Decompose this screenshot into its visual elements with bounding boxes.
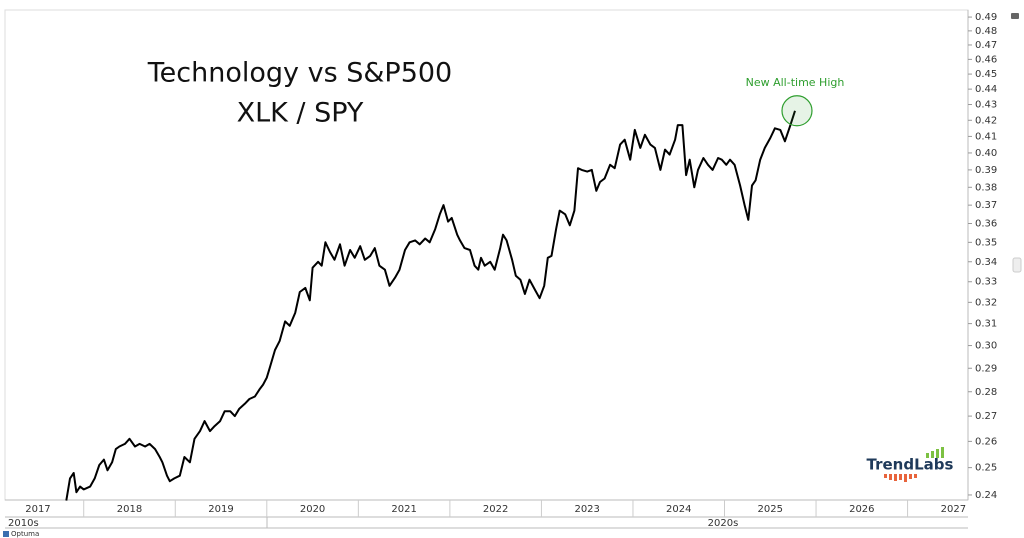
x-tick-label: 2020 bbox=[300, 504, 325, 515]
x-tick-label: 2023 bbox=[574, 504, 599, 515]
y-tick-label: 0.37 bbox=[975, 200, 997, 211]
y-tick-label: 0.27 bbox=[975, 411, 997, 422]
x-tick-label: 2017 bbox=[25, 504, 50, 515]
y-tick-label: 0.41 bbox=[975, 131, 997, 142]
chart-subtitle: XLK / SPY bbox=[237, 98, 364, 129]
y-tick-label: 0.45 bbox=[975, 69, 997, 80]
x-tick-label: 2018 bbox=[117, 504, 142, 515]
y-tick-label: 0.49 bbox=[975, 12, 997, 23]
y-tick-label: 0.28 bbox=[975, 387, 997, 398]
platform: Optuma bbox=[11, 530, 39, 538]
y-tick-label: 0.32 bbox=[975, 297, 997, 308]
platform-icon bbox=[3, 531, 9, 537]
y-tick-label: 0.26 bbox=[975, 436, 997, 447]
x-tick-label: 2025 bbox=[758, 504, 783, 515]
y-tick-label: 0.38 bbox=[975, 182, 997, 193]
decade-label: 2010s bbox=[8, 518, 39, 529]
series-line bbox=[65, 110, 796, 501]
y-tick-label: 0.43 bbox=[975, 100, 997, 111]
y-tick-label: 0.29 bbox=[975, 363, 997, 374]
x-tick-label: 2026 bbox=[849, 504, 874, 515]
y-tick-label: 0.35 bbox=[975, 237, 997, 248]
brand: TrendLabs bbox=[867, 456, 954, 474]
y-tick-label: 0.24 bbox=[975, 490, 997, 501]
y-tick-label: 0.25 bbox=[975, 463, 997, 474]
y-tick-label: 0.46 bbox=[975, 54, 997, 65]
y-tick-label: 0.39 bbox=[975, 165, 997, 176]
x-tick-label: 2027 bbox=[941, 504, 966, 515]
x-tick-label: 2024 bbox=[666, 504, 691, 515]
highlight-circle bbox=[781, 95, 813, 127]
decade-label: 2020s bbox=[708, 518, 739, 529]
y-tick-label: 0.33 bbox=[975, 277, 997, 288]
x-tick-label: 2019 bbox=[208, 504, 233, 515]
y-tick-label: 0.36 bbox=[975, 218, 997, 229]
y-tick-label: 0.40 bbox=[975, 148, 997, 159]
brand-logo: TrendLabs bbox=[867, 447, 954, 482]
y-tick-label: 0.30 bbox=[975, 341, 997, 352]
x-tick-label: 2021 bbox=[391, 504, 416, 515]
annotation: New All-time High bbox=[746, 76, 845, 89]
y-tick-label: 0.34 bbox=[975, 257, 997, 268]
y-tick-label: 0.44 bbox=[975, 84, 997, 95]
lock-icon[interactable] bbox=[1011, 13, 1019, 19]
y-tick-label: 0.42 bbox=[975, 115, 997, 126]
y-tick-label: 0.48 bbox=[975, 26, 997, 37]
chart-title: Technology vs S&P500 bbox=[147, 58, 452, 89]
x-tick-label: 2022 bbox=[483, 504, 508, 515]
scroll-handle[interactable] bbox=[1012, 257, 1022, 273]
y-tick-label: 0.31 bbox=[975, 319, 997, 330]
y-tick-label: 0.47 bbox=[975, 40, 997, 51]
